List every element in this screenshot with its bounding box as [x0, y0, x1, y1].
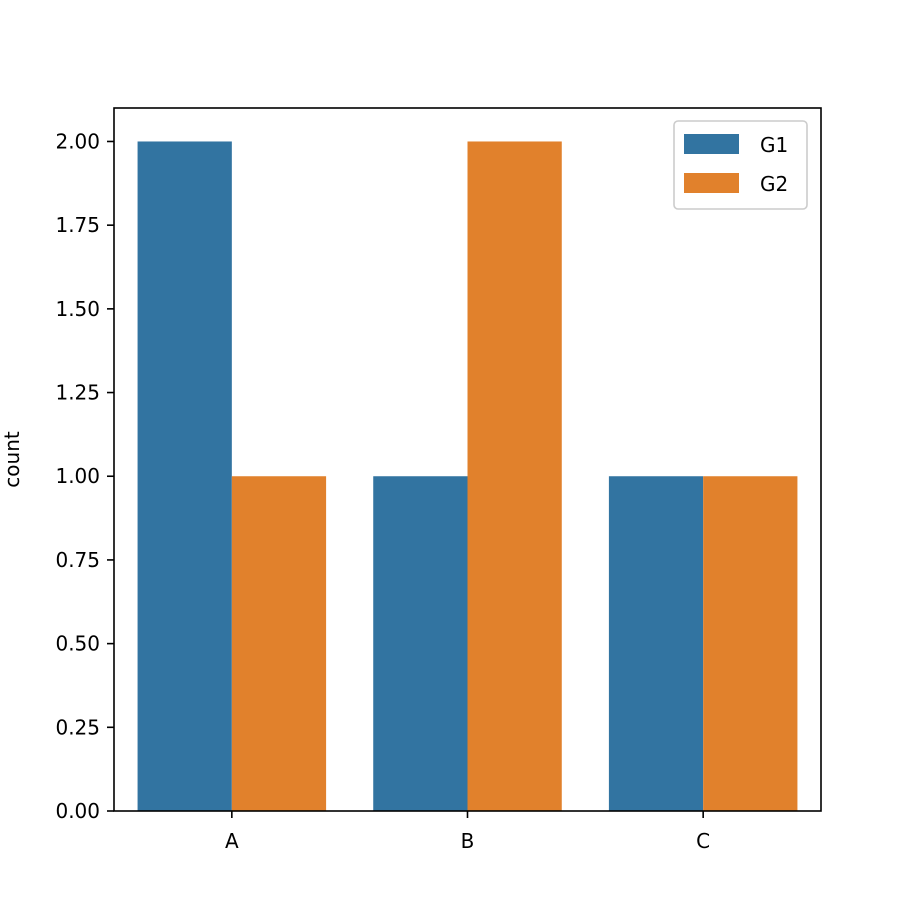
legend-label-G1: G1: [760, 133, 788, 157]
y-tick-label: 1.50: [55, 297, 100, 321]
y-tick-label: 0.75: [55, 548, 100, 572]
x-tick-label-B: B: [461, 829, 475, 853]
x-tick-label-A: A: [225, 829, 239, 853]
y-axis: 0.00 0.25 0.50 0.75 1.00 1.25 1.50 1.75 2.00: [55, 129, 114, 823]
y-tick-label: 1.75: [55, 213, 100, 237]
bar-C-G1: [608, 476, 704, 811]
y-tick-label: 2.00: [55, 129, 100, 153]
bar-A-G2: [231, 476, 327, 811]
bars-group: [137, 141, 798, 811]
y-tick-label: 1.00: [55, 464, 100, 488]
x-axis: A B C: [225, 811, 710, 853]
bar-B-G2: [467, 141, 562, 811]
legend-label-G2: G2: [760, 172, 788, 196]
y-axis-title: count: [0, 431, 24, 488]
plot-frame: [113, 107, 822, 812]
bar-B-G1: [373, 476, 468, 811]
y-tick-label: 0.25: [55, 715, 100, 739]
y-tick-label: 0.00: [55, 799, 100, 823]
y-tick-label: 1.25: [55, 381, 100, 405]
y-tick-label: 0.50: [55, 632, 100, 656]
legend-swatch-G2: [684, 173, 739, 193]
legend: G1 G2: [673, 120, 808, 210]
bar-C-G2: [703, 476, 798, 811]
x-tick-label-C: C: [696, 829, 710, 853]
legend-swatch-G1: [684, 134, 739, 154]
bar-A-G1: [137, 141, 232, 811]
